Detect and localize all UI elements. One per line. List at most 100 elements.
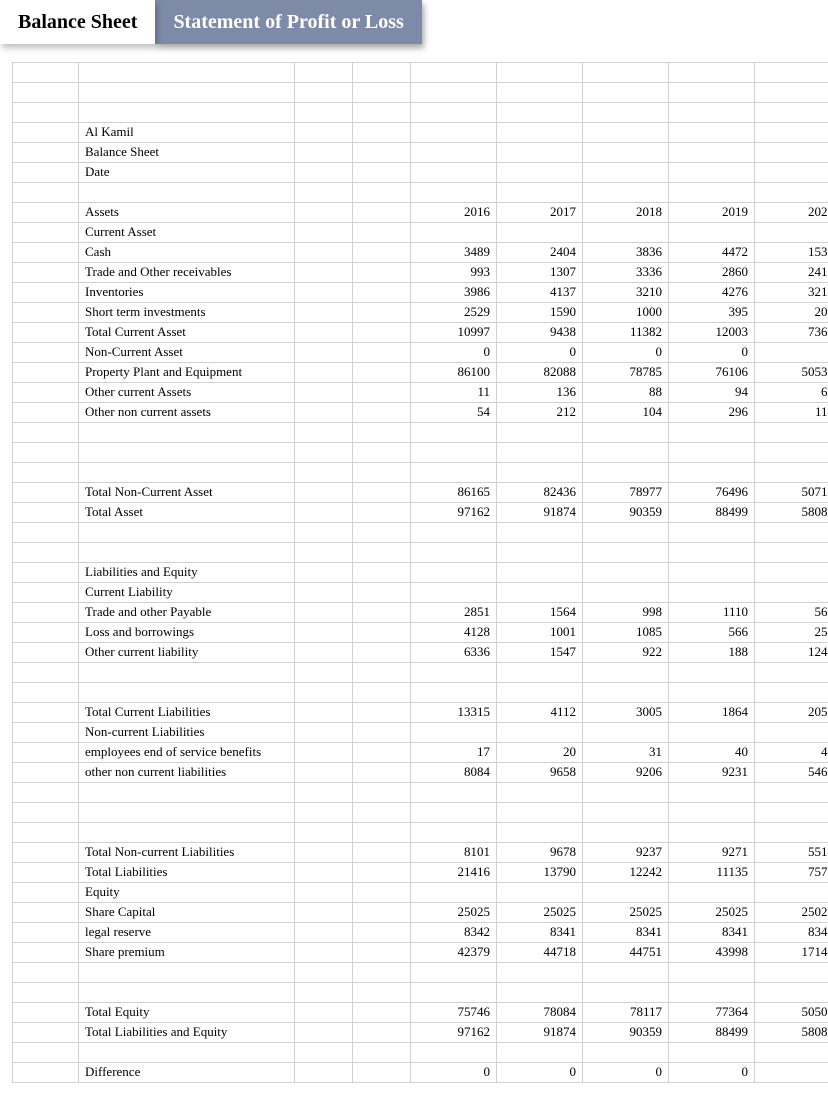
cell-value[interactable] [669, 163, 755, 183]
cell-value[interactable]: 296 [669, 403, 755, 423]
cell-label[interactable] [79, 103, 295, 123]
cell-empty[interactable] [13, 303, 79, 323]
cell-value[interactable]: 2020 [755, 203, 828, 223]
cell-value[interactable]: 8084 [411, 763, 497, 783]
cell-value[interactable]: 13790 [497, 863, 583, 883]
cell-value[interactable] [583, 583, 669, 603]
cell-value[interactable] [669, 983, 755, 1003]
cell-value[interactable] [755, 583, 828, 603]
cell-value[interactable]: 78084 [497, 1003, 583, 1023]
cell-value[interactable] [755, 983, 828, 1003]
cell-value[interactable] [411, 543, 497, 563]
cell-empty[interactable] [295, 63, 353, 83]
cell-value[interactable] [497, 223, 583, 243]
cell-value[interactable]: 2529 [411, 303, 497, 323]
cell-empty[interactable] [13, 823, 79, 843]
cell-value[interactable] [755, 183, 828, 203]
cell-label[interactable] [79, 83, 295, 103]
cell-value[interactable]: 2860 [669, 263, 755, 283]
cell-value[interactable] [669, 523, 755, 543]
cell-value[interactable] [411, 103, 497, 123]
cell-label[interactable]: Trade and Other receivables [79, 263, 295, 283]
cell-empty[interactable] [295, 243, 353, 263]
cell-label[interactable] [79, 803, 295, 823]
cell-label[interactable]: Inventories [79, 283, 295, 303]
cell-value[interactable]: 90359 [583, 1023, 669, 1043]
cell-value[interactable]: 2851 [411, 603, 497, 623]
cell-value[interactable]: 188 [669, 643, 755, 663]
cell-value[interactable]: 1564 [497, 603, 583, 623]
cell-empty[interactable] [353, 743, 411, 763]
cell-empty[interactable] [295, 743, 353, 763]
cell-empty[interactable] [353, 983, 411, 1003]
cell-empty[interactable] [295, 983, 353, 1003]
cell-value[interactable] [411, 563, 497, 583]
cell-value[interactable] [497, 423, 583, 443]
cell-empty[interactable] [353, 103, 411, 123]
cell-label[interactable]: Al Kamil [79, 123, 295, 143]
cell-empty[interactable] [295, 163, 353, 183]
cell-value[interactable] [755, 963, 828, 983]
cell-value[interactable]: 9206 [583, 763, 669, 783]
cell-value[interactable]: 3005 [583, 703, 669, 723]
cell-empty[interactable] [295, 1003, 353, 1023]
cell-value[interactable] [497, 83, 583, 103]
cell-empty[interactable] [353, 583, 411, 603]
cell-value[interactable] [583, 823, 669, 843]
cell-value[interactable] [755, 443, 828, 463]
cell-empty[interactable] [13, 543, 79, 563]
cell-value[interactable]: 9237 [583, 843, 669, 863]
cell-value[interactable] [755, 143, 828, 163]
cell-empty[interactable] [13, 643, 79, 663]
cell-empty[interactable] [295, 143, 353, 163]
cell-value[interactable] [411, 663, 497, 683]
cell-label[interactable]: Total Non-current Liabilities [79, 843, 295, 863]
cell-empty[interactable] [353, 483, 411, 503]
cell-empty[interactable] [353, 603, 411, 623]
cell-value[interactable]: 2059 [755, 703, 828, 723]
cell-label[interactable]: Share premium [79, 943, 295, 963]
cell-empty[interactable] [295, 783, 353, 803]
cell-label[interactable]: Current Liability [79, 583, 295, 603]
cell-empty[interactable] [13, 1043, 79, 1063]
cell-value[interactable]: 2017 [497, 203, 583, 223]
cell-value[interactable]: 3210 [583, 283, 669, 303]
cell-value[interactable]: 4128 [411, 623, 497, 643]
cell-label[interactable]: Other current Assets [79, 383, 295, 403]
cell-empty[interactable] [295, 623, 353, 643]
cell-label[interactable] [79, 443, 295, 463]
cell-label[interactable]: Total Asset [79, 503, 295, 523]
cell-empty[interactable] [353, 123, 411, 143]
cell-value[interactable]: 91874 [497, 503, 583, 523]
cell-empty[interactable] [13, 983, 79, 1003]
cell-empty[interactable] [353, 503, 411, 523]
cell-value[interactable]: 7573 [755, 863, 828, 883]
cell-empty[interactable] [353, 763, 411, 783]
cell-value[interactable] [411, 783, 497, 803]
cell-empty[interactable] [13, 63, 79, 83]
cell-value[interactable]: 3336 [583, 263, 669, 283]
cell-empty[interactable] [353, 463, 411, 483]
cell-value[interactable]: 58080 [755, 503, 828, 523]
cell-empty[interactable] [353, 263, 411, 283]
cell-empty[interactable] [295, 403, 353, 423]
cell-empty[interactable] [295, 1023, 353, 1043]
cell-empty[interactable] [353, 823, 411, 843]
cell-empty[interactable] [353, 883, 411, 903]
cell-empty[interactable] [13, 283, 79, 303]
cell-value[interactable]: 0 [583, 1063, 669, 1083]
cell-value[interactable]: 0 [497, 343, 583, 363]
cell-empty[interactable] [353, 423, 411, 443]
cell-value[interactable] [669, 963, 755, 983]
cell-value[interactable]: 2016 [411, 203, 497, 223]
cell-empty[interactable] [13, 163, 79, 183]
cell-empty[interactable] [353, 383, 411, 403]
cell-empty[interactable] [295, 803, 353, 823]
cell-empty[interactable] [13, 903, 79, 923]
cell-label[interactable]: Other current liability [79, 643, 295, 663]
cell-value[interactable] [583, 63, 669, 83]
cell-value[interactable]: 31 [583, 743, 669, 763]
cell-value[interactable]: 77364 [669, 1003, 755, 1023]
cell-empty[interactable] [13, 883, 79, 903]
cell-empty[interactable] [353, 723, 411, 743]
